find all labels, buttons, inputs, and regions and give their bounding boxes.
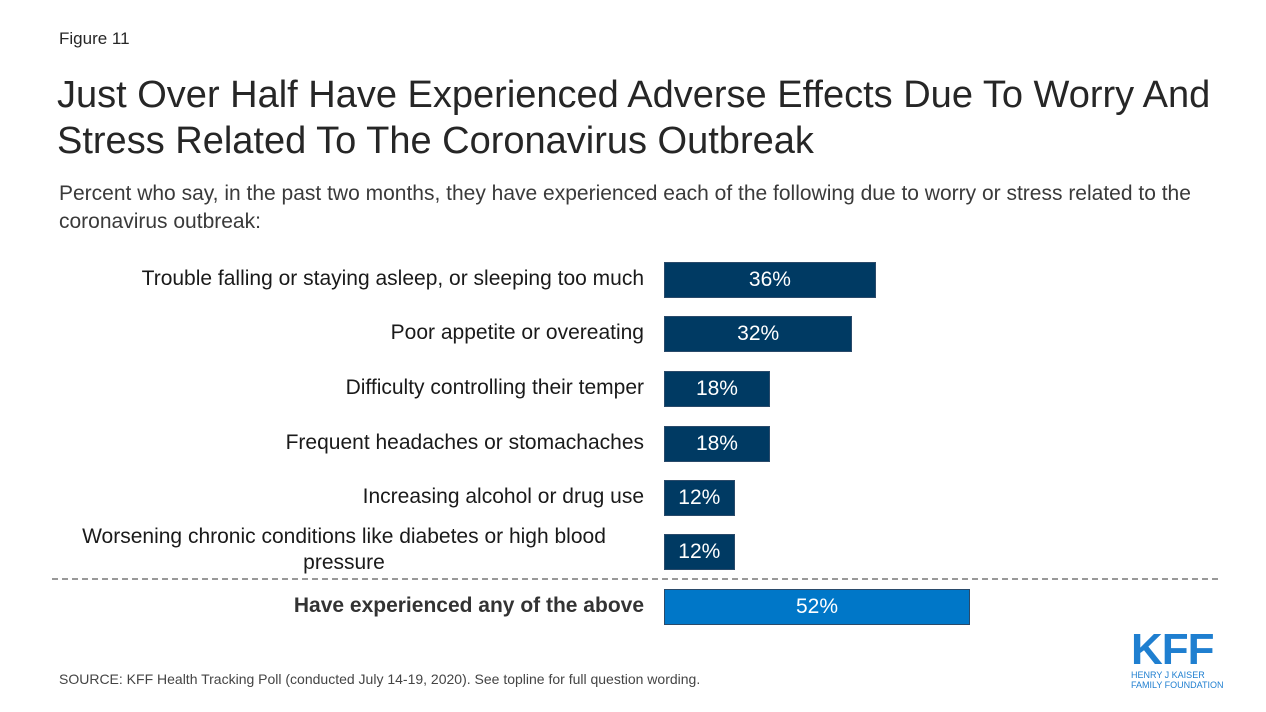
category-label: Trouble falling or staying asleep, or sl… <box>141 267 644 290</box>
chart-subtitle: Percent who say, in the past two months,… <box>59 182 1191 233</box>
logo-line2: FAMILY FOUNDATION <box>1131 680 1224 690</box>
category-label: Have experienced any of the above <box>293 594 644 617</box>
data-label: 36% <box>748 268 791 291</box>
bar: 12% <box>664 534 735 570</box>
bar: 32% <box>664 316 853 352</box>
bar: 18% <box>664 371 770 407</box>
total-divider <box>52 578 1218 580</box>
data-label: 18% <box>695 432 738 455</box>
category-label: Worsening chronic conditions like diabet… <box>82 525 606 574</box>
bar: 12% <box>664 480 735 516</box>
chart-title: Just Over Half Have Experienced Adverse … <box>57 74 1211 162</box>
total-bar: 52% <box>664 589 971 625</box>
kff-logo: KFF HENRY J KAISER FAMILY FOUNDATION <box>1131 625 1224 691</box>
data-label: 12% <box>678 486 721 509</box>
data-label: 32% <box>737 322 780 345</box>
figure-label: Figure 11 <box>59 29 130 48</box>
logo-wordmark: KFF <box>1131 625 1215 674</box>
category-label: Difficulty controlling their temper <box>345 376 644 399</box>
data-label: 52% <box>795 595 839 618</box>
category-label: Frequent headaches or stomachaches <box>285 431 644 454</box>
category-label: Increasing alcohol or drug use <box>362 485 644 508</box>
logo-line1: HENRY J KAISER <box>1131 670 1205 680</box>
data-label: 12% <box>678 540 721 563</box>
bar: 18% <box>664 426 770 462</box>
source-note: SOURCE: KFF Health Tracking Poll (conduc… <box>59 671 701 687</box>
data-label: 18% <box>695 377 738 400</box>
bar: 36% <box>664 262 876 298</box>
category-label: Poor appetite or overeating <box>390 321 644 344</box>
